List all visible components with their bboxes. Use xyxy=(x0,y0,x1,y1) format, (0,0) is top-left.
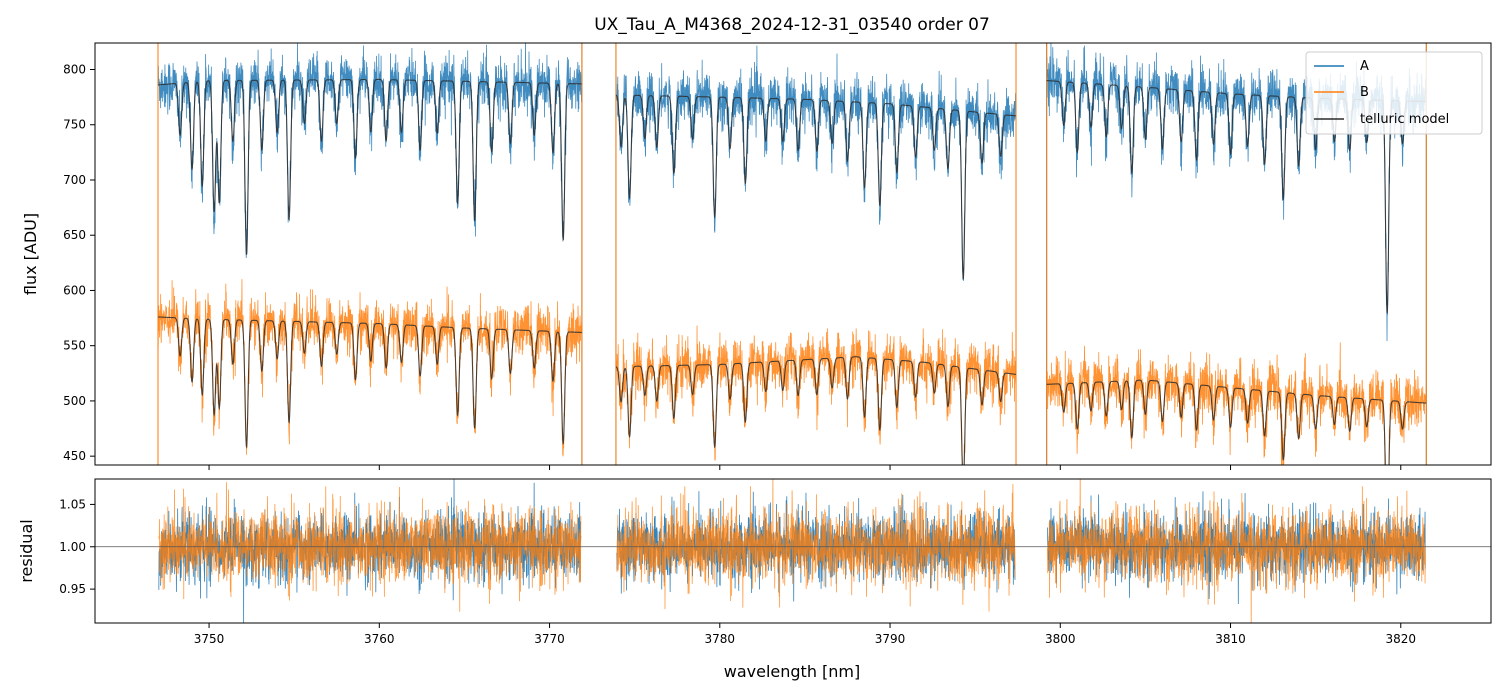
residual-b-segment-2 xyxy=(1047,479,1426,623)
residual-y-axis-label: residual xyxy=(17,519,36,582)
flux-y-tick-label: 750 xyxy=(63,118,86,132)
series-b-edge-0 xyxy=(157,43,583,465)
x-tick-label: 3800 xyxy=(1045,632,1076,646)
residual-y-tick-label: 1.00 xyxy=(59,540,86,554)
x-tick-label: 3770 xyxy=(534,632,565,646)
flux-y-ticks: 450 500 550 600 650 700 750 800 xyxy=(63,63,95,463)
x-tick-label: 3810 xyxy=(1215,632,1246,646)
flux-y-tick-label: 500 xyxy=(63,394,86,408)
flux-y-axis-label: flux [ADU] xyxy=(21,213,40,295)
legend-label-b: B xyxy=(1360,85,1369,100)
legend-label-a: A xyxy=(1360,59,1369,74)
flux-y-tick-label: 450 xyxy=(63,449,86,463)
flux-plot-area xyxy=(157,43,1427,465)
residual-b-segment-0 xyxy=(158,482,582,612)
chart-title: UX_Tau_A_M4368_2024-12-31_03540 order 07 xyxy=(594,15,990,35)
x-tick-label: 3780 xyxy=(705,632,736,646)
series-b-segment-2 xyxy=(1046,342,1427,465)
legend: A B telluric model xyxy=(1305,51,1483,135)
residual-y-tick-label: 1.05 xyxy=(59,497,86,511)
residual-x-ticks: 3750 3760 3770 3780 3790 3800 3810 3820 xyxy=(194,623,1416,646)
residual-b-segment-1 xyxy=(616,479,1016,612)
flux-y-tick-label: 700 xyxy=(63,173,86,187)
telluric-model-b-segment-1 xyxy=(615,356,1017,465)
legend-label-telluric: telluric model xyxy=(1360,112,1449,127)
flux-x-ticks xyxy=(208,465,1402,470)
flux-y-tick-label: 600 xyxy=(63,283,86,297)
residual-axes-frame xyxy=(94,478,1492,624)
telluric-model-a-segment-0 xyxy=(157,78,582,255)
flux-y-tick-label: 800 xyxy=(63,63,86,77)
x-axis-label: wavelength [nm] xyxy=(724,662,861,681)
residual-plot-area xyxy=(95,479,1491,623)
legend-box xyxy=(1305,51,1483,135)
telluric-model-a-segment-1 xyxy=(615,94,1017,280)
series-b-edge-1 xyxy=(615,43,1017,465)
flux-axes-frame xyxy=(94,42,1492,466)
telluric-model-b-segment-2 xyxy=(1046,379,1427,465)
x-tick-label: 3760 xyxy=(364,632,395,646)
telluric-model-b-segment-0 xyxy=(157,316,582,449)
residual-panel: 0.95 1.00 1.05 3750 3760 3770 3780 3790 3800 381… xyxy=(17,478,1492,681)
x-tick-label: 3820 xyxy=(1385,632,1416,646)
x-tick-label: 3790 xyxy=(875,632,906,646)
residual-y-ticks: 0.95 1.00 1.05 xyxy=(59,497,95,596)
flux-panel: 450 500 550 600 650 700 750 800 flux [ADU] A B … xyxy=(21,42,1492,470)
x-tick-label: 3750 xyxy=(194,632,225,646)
residual-y-tick-label: 0.95 xyxy=(59,582,86,596)
flux-y-tick-label: 650 xyxy=(63,228,86,242)
flux-y-tick-label: 550 xyxy=(63,339,86,353)
